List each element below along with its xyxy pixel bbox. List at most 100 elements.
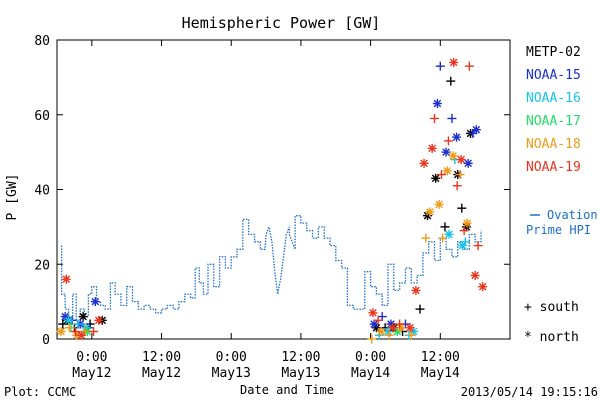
data-point bbox=[457, 241, 467, 251]
x-tick-label-date: May12 bbox=[72, 366, 111, 381]
data-point bbox=[462, 218, 472, 228]
ovation-prime-hpi-line bbox=[60, 215, 482, 321]
data-point bbox=[406, 330, 416, 340]
y-tick-label: 60 bbox=[34, 109, 50, 124]
x-tick-label-date: May13 bbox=[212, 366, 251, 381]
data-point bbox=[443, 136, 453, 146]
chart-title: Hemispheric Power [GW] bbox=[182, 14, 381, 32]
data-point bbox=[76, 330, 86, 340]
data-point bbox=[452, 181, 462, 191]
marker-type-legend: + south * north bbox=[524, 300, 579, 345]
data-point bbox=[471, 125, 481, 135]
data-point bbox=[388, 323, 398, 333]
data-point bbox=[85, 319, 95, 329]
data-point bbox=[435, 61, 445, 71]
data-point bbox=[415, 304, 425, 314]
data-point bbox=[78, 312, 88, 322]
x-tick-label-date: May13 bbox=[281, 366, 320, 381]
x-tick-label-time: 12:00 bbox=[142, 350, 181, 365]
data-point bbox=[376, 327, 386, 337]
data-point bbox=[448, 151, 458, 161]
marker-legend-entry: + south bbox=[524, 300, 579, 315]
footer-left: Plot: CCMC bbox=[4, 385, 76, 399]
data-point bbox=[464, 61, 474, 71]
data-point bbox=[447, 113, 457, 123]
y-tick-label: 40 bbox=[34, 184, 50, 199]
data-point bbox=[396, 323, 406, 333]
x-tick-label-date: May14 bbox=[421, 366, 460, 381]
y-tick-label: 20 bbox=[34, 258, 50, 273]
data-point bbox=[463, 158, 473, 168]
data-point bbox=[438, 233, 448, 243]
data-point bbox=[459, 226, 469, 236]
x-tick-label-time: 0:00 bbox=[76, 350, 107, 365]
x-tick-label-date: May14 bbox=[351, 366, 390, 381]
data-point bbox=[368, 308, 378, 318]
y-axis-label: P [GW] bbox=[5, 174, 20, 221]
ovation-legend: Ovation Prime HPI bbox=[526, 208, 598, 237]
x-tick-label-time: 0:00 bbox=[216, 350, 247, 365]
y-axis-ticks: 0 20 40 60 80 bbox=[34, 34, 510, 348]
data-point bbox=[473, 241, 483, 251]
data-point bbox=[440, 222, 450, 232]
data-point bbox=[446, 76, 456, 86]
data-point bbox=[460, 237, 470, 247]
x-tick-label-time: 12:00 bbox=[421, 350, 460, 365]
marker-legend-entry: * north bbox=[524, 330, 579, 345]
x-tick-label-time: 0:00 bbox=[355, 350, 386, 365]
x-tick-label-time: 12:00 bbox=[281, 350, 320, 365]
data-point bbox=[369, 319, 379, 329]
legend-entry: NOAA-15 bbox=[526, 68, 581, 83]
ovation-legend-label-1: Ovation bbox=[547, 208, 598, 222]
data-point bbox=[457, 203, 467, 213]
data-point bbox=[56, 327, 66, 337]
data-point bbox=[89, 327, 99, 337]
data-point bbox=[73, 319, 83, 329]
data-point bbox=[373, 315, 383, 325]
legend-entry: NOAA-16 bbox=[526, 91, 581, 106]
legend-entry: NOAA-18 bbox=[526, 137, 581, 152]
plot-frame bbox=[56, 39, 511, 340]
legend-entry: METP-02 bbox=[526, 45, 581, 60]
ovation-legend-label-2: Prime HPI bbox=[526, 223, 591, 237]
y-tick-label: 0 bbox=[42, 333, 50, 348]
data-point bbox=[442, 166, 452, 176]
data-point bbox=[455, 170, 465, 180]
data-point bbox=[431, 173, 441, 183]
data-point bbox=[470, 270, 480, 280]
data-point bbox=[452, 132, 462, 142]
footer-right: 2013/05/14 19:15:16 bbox=[461, 385, 598, 399]
x-axis-label: Date and Time bbox=[240, 383, 334, 397]
legend-entry: NOAA-17 bbox=[526, 114, 581, 129]
data-point bbox=[405, 323, 415, 333]
data-point bbox=[456, 155, 466, 165]
data-point bbox=[395, 319, 405, 329]
x-tick-label-date: May12 bbox=[142, 366, 181, 381]
data-point bbox=[90, 297, 100, 307]
satellite-legend: METP-02 NOAA-15 NOAA-16 NOAA-17 NOAA-18 NOAA-… bbox=[526, 45, 581, 175]
data-point bbox=[419, 158, 429, 168]
data-point bbox=[61, 274, 71, 284]
data-point bbox=[449, 57, 459, 67]
data-point bbox=[434, 199, 444, 209]
data-point bbox=[421, 233, 431, 243]
data-point bbox=[94, 315, 104, 325]
data-point bbox=[430, 113, 439, 123]
legend-entry: NOAA-19 bbox=[526, 160, 581, 175]
data-point bbox=[384, 330, 394, 340]
data-point bbox=[444, 229, 454, 239]
data-point bbox=[427, 143, 437, 153]
data-point bbox=[478, 282, 488, 292]
data-point bbox=[425, 207, 435, 217]
data-point bbox=[441, 147, 451, 157]
data-point bbox=[64, 323, 74, 333]
satellite-data-points bbox=[56, 57, 488, 344]
data-point bbox=[367, 334, 377, 344]
data-point bbox=[377, 312, 387, 322]
x-axis-ticks: 0:00May1212:00May120:00May1312:00May130:… bbox=[72, 40, 460, 381]
data-point bbox=[432, 99, 442, 109]
y-tick-label: 80 bbox=[34, 34, 50, 49]
data-point bbox=[411, 285, 421, 295]
data-point bbox=[374, 330, 384, 340]
data-point bbox=[436, 170, 446, 180]
